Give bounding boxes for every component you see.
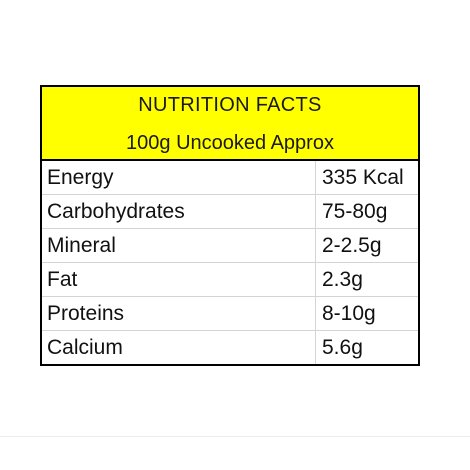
table-row: Mineral 2-2.5g — [42, 228, 418, 263]
nutrient-name: Energy — [42, 161, 316, 195]
nutrient-name: Proteins — [42, 296, 316, 331]
table-row: Proteins 8-10g — [42, 296, 418, 331]
table-row: Carbohydrates 75-80g — [42, 194, 418, 229]
nutrient-value: 5.6g — [315, 330, 418, 364]
nutrient-name: Mineral — [42, 228, 316, 263]
bottom-divider — [0, 436, 470, 437]
table-header: NUTRITION FACTS 100g Uncooked Approx — [42, 87, 418, 161]
table-row: Fat 2.3g — [42, 262, 418, 297]
table-subtitle: 100g Uncooked Approx — [126, 132, 334, 154]
nutrition-facts-table: NUTRITION FACTS 100g Uncooked Approx Ene… — [40, 85, 420, 366]
nutrient-value: 75-80g — [315, 194, 418, 229]
table-title: NUTRITION FACTS — [138, 94, 322, 116]
nutrient-name: Fat — [42, 262, 316, 297]
nutrient-value: 2-2.5g — [315, 228, 418, 263]
table-row: Energy 335 Kcal — [42, 161, 418, 195]
facts-grid: Energy 335 Kcal Carbohydrates 75-80g Min… — [42, 161, 418, 364]
nutrient-value: 335 Kcal — [322, 165, 404, 189]
table-row: Calcium 5.6g — [42, 330, 418, 364]
nutrient-name: Calcium — [42, 330, 316, 364]
nutrient-value: 8-10g — [315, 296, 418, 331]
nutrient-value: 2.3g — [315, 262, 418, 297]
nutrient-name: Carbohydrates — [42, 194, 316, 229]
